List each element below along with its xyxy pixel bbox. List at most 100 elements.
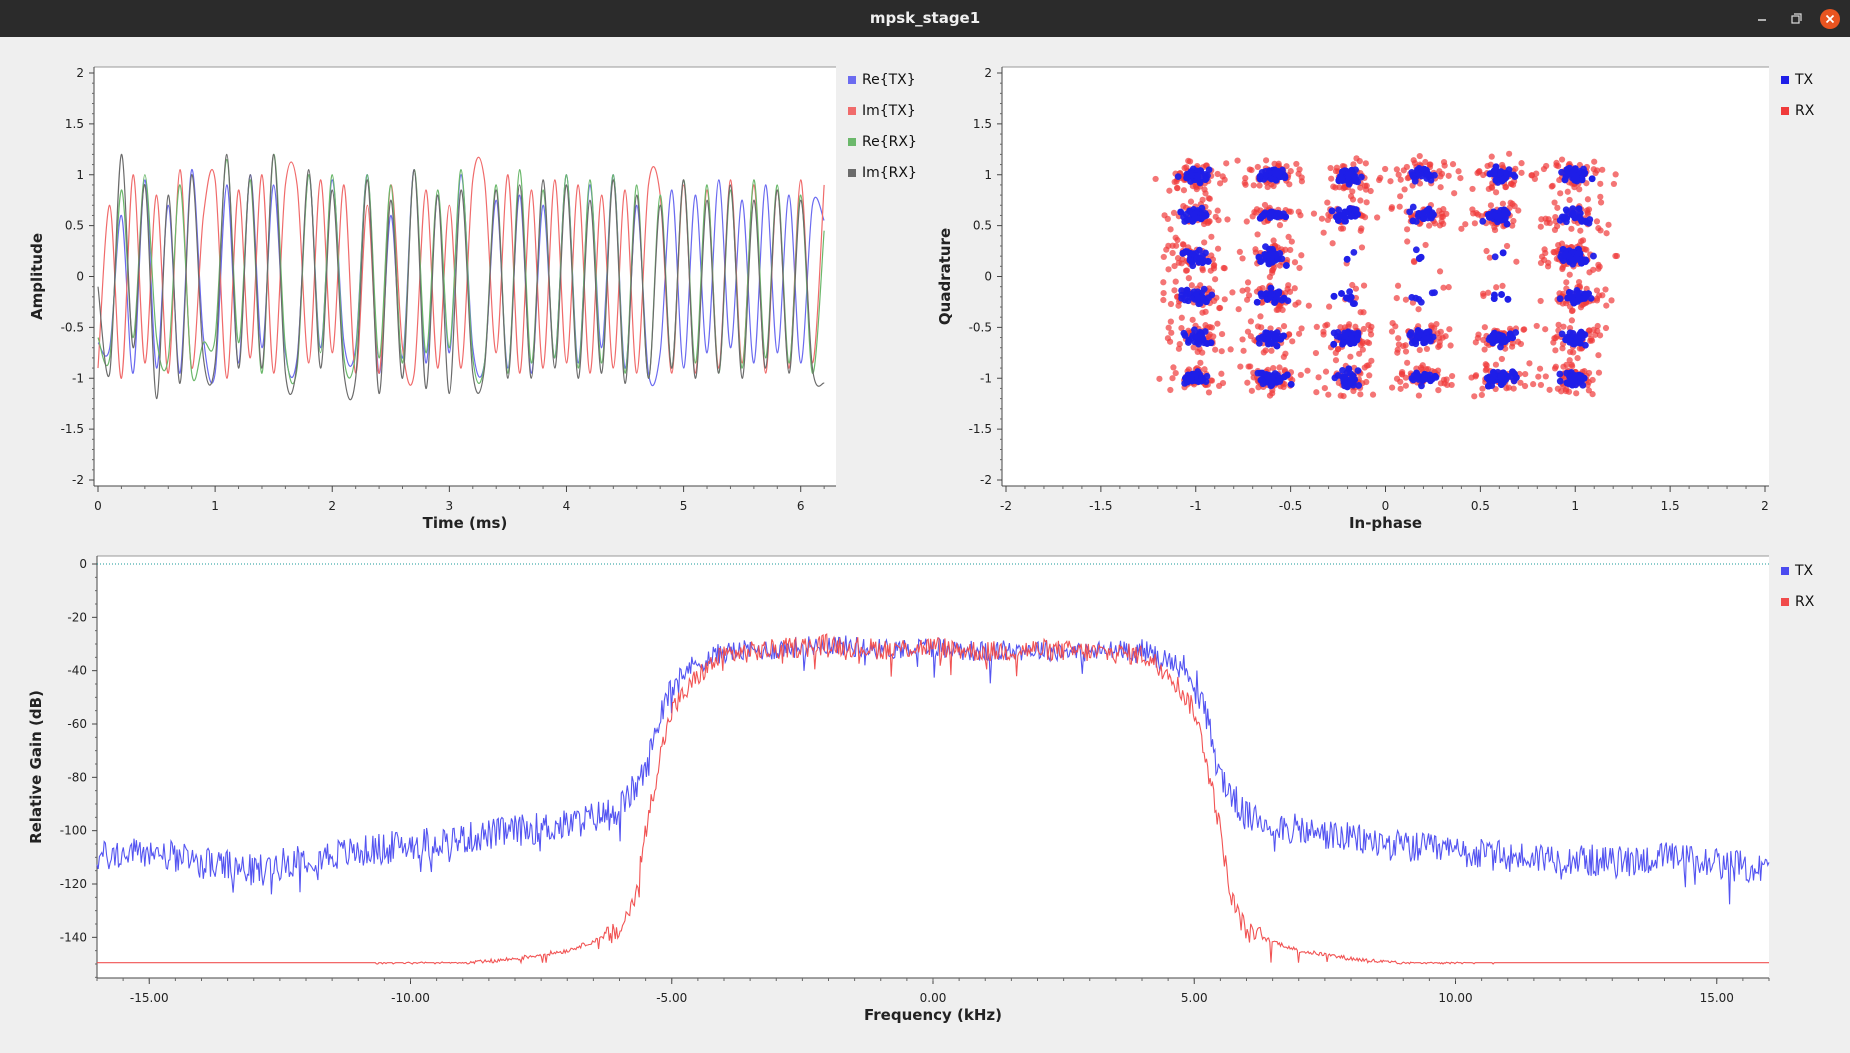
scatter-point — [1193, 294, 1201, 301]
scatter-point — [1427, 375, 1434, 383]
scatter-point — [1193, 214, 1201, 221]
scatter-point — [1327, 164, 1334, 172]
scatter-point — [1186, 216, 1193, 224]
scatter-point — [1199, 253, 1207, 260]
scatter-point — [1579, 245, 1586, 252]
scatter-point — [1571, 175, 1579, 183]
scatter-point — [1198, 376, 1206, 384]
scatter-point — [1569, 330, 1577, 337]
scatter-point — [1182, 336, 1190, 343]
scatter-point — [1333, 370, 1340, 377]
scatter-point — [1485, 374, 1493, 381]
scatter-point — [1255, 253, 1263, 261]
scatter-point — [1188, 168, 1196, 175]
scatter-point — [1393, 295, 1400, 302]
scatter-point — [1347, 335, 1355, 342]
scatter-point — [1491, 332, 1499, 339]
scatter-point — [1271, 166, 1279, 174]
scatter-point — [1366, 372, 1373, 379]
scatter-point — [1576, 289, 1584, 297]
scatter-point — [1239, 336, 1246, 343]
scatter-point — [1502, 379, 1509, 386]
scatter-point — [1427, 202, 1434, 209]
scatter-point — [1269, 210, 1276, 218]
scatter-point — [1357, 391, 1364, 398]
scatter-point — [1278, 165, 1285, 173]
scatter-point — [1494, 371, 1501, 378]
close-button[interactable] — [1820, 9, 1840, 29]
scatter-point — [1415, 306, 1422, 313]
scatter-point — [1584, 209, 1591, 216]
scatter-point — [1194, 285, 1201, 292]
scatter-point — [1392, 323, 1399, 330]
scatter-point — [1193, 183, 1200, 191]
scatter-point — [1563, 379, 1570, 386]
scatter-point — [1568, 372, 1576, 379]
scatter-point — [1263, 250, 1270, 257]
scatter-point — [1416, 220, 1423, 227]
scatter-point — [1567, 370, 1574, 377]
scatter-point — [1494, 173, 1502, 181]
scatter-point — [1588, 175, 1596, 183]
scatter-point — [1261, 251, 1269, 258]
scatter-point — [1418, 374, 1425, 382]
scatter-point — [1576, 210, 1583, 217]
scatter-point — [1181, 173, 1188, 180]
scatter-point — [1264, 295, 1272, 303]
scatter-point — [1262, 177, 1269, 184]
scatter-point — [1569, 167, 1577, 175]
scatter-point — [1266, 253, 1274, 261]
scatter-point — [1502, 169, 1510, 177]
scatter-point — [1278, 246, 1285, 253]
scatter-point — [1268, 175, 1275, 183]
minimize-button[interactable] — [1752, 9, 1772, 29]
scatter-point — [1197, 167, 1204, 175]
scatter-point — [1565, 179, 1573, 186]
scatter-point — [1193, 214, 1201, 222]
scatter-point — [1423, 328, 1431, 336]
scatter-point — [1298, 325, 1305, 332]
scatter-point — [1194, 368, 1202, 375]
scatter-point — [1346, 205, 1354, 212]
scatter-point — [1406, 208, 1414, 216]
scatter-point — [1259, 251, 1266, 259]
scatter-point — [1455, 168, 1462, 175]
scatter-point — [1276, 173, 1284, 181]
scatter-point — [1182, 374, 1189, 382]
scatter-point — [1501, 330, 1508, 337]
scatter-point — [1490, 211, 1498, 219]
scatter-point — [1201, 239, 1208, 246]
scatter-point — [1568, 243, 1575, 251]
scatter-point — [1253, 374, 1261, 381]
scatter-point — [1576, 283, 1583, 290]
y-axis-title: Relative Gain (dB) — [27, 690, 45, 844]
scatter-point — [1503, 209, 1510, 217]
scatter-point — [1581, 341, 1589, 349]
scatter-point — [1565, 289, 1573, 296]
scatter-point — [1275, 162, 1282, 169]
scatter-point — [1489, 212, 1497, 220]
scatter-point — [1503, 242, 1511, 250]
scatter-point — [1491, 376, 1499, 384]
scatter-point — [1269, 269, 1276, 276]
scatter-point — [1257, 214, 1265, 222]
scatter-point — [1414, 332, 1421, 340]
scatter-point — [1499, 200, 1506, 207]
scatter-point — [1576, 203, 1583, 210]
scatter-point — [1189, 182, 1196, 190]
scatter-point — [1597, 193, 1604, 200]
scatter-point — [1436, 222, 1444, 229]
scatter-point — [1538, 216, 1545, 223]
scatter-point — [1434, 330, 1441, 337]
scatter-point — [1349, 372, 1357, 379]
scatter-point — [1188, 249, 1195, 256]
maximize-button[interactable] — [1786, 9, 1806, 29]
scatter-point — [1489, 368, 1497, 376]
scatter-point — [1205, 290, 1212, 298]
scatter-point — [1490, 216, 1498, 223]
scatter-point — [1264, 340, 1272, 348]
scatter-point — [1403, 208, 1410, 215]
scatter-point — [1581, 331, 1589, 339]
scatter-point — [1498, 177, 1506, 185]
